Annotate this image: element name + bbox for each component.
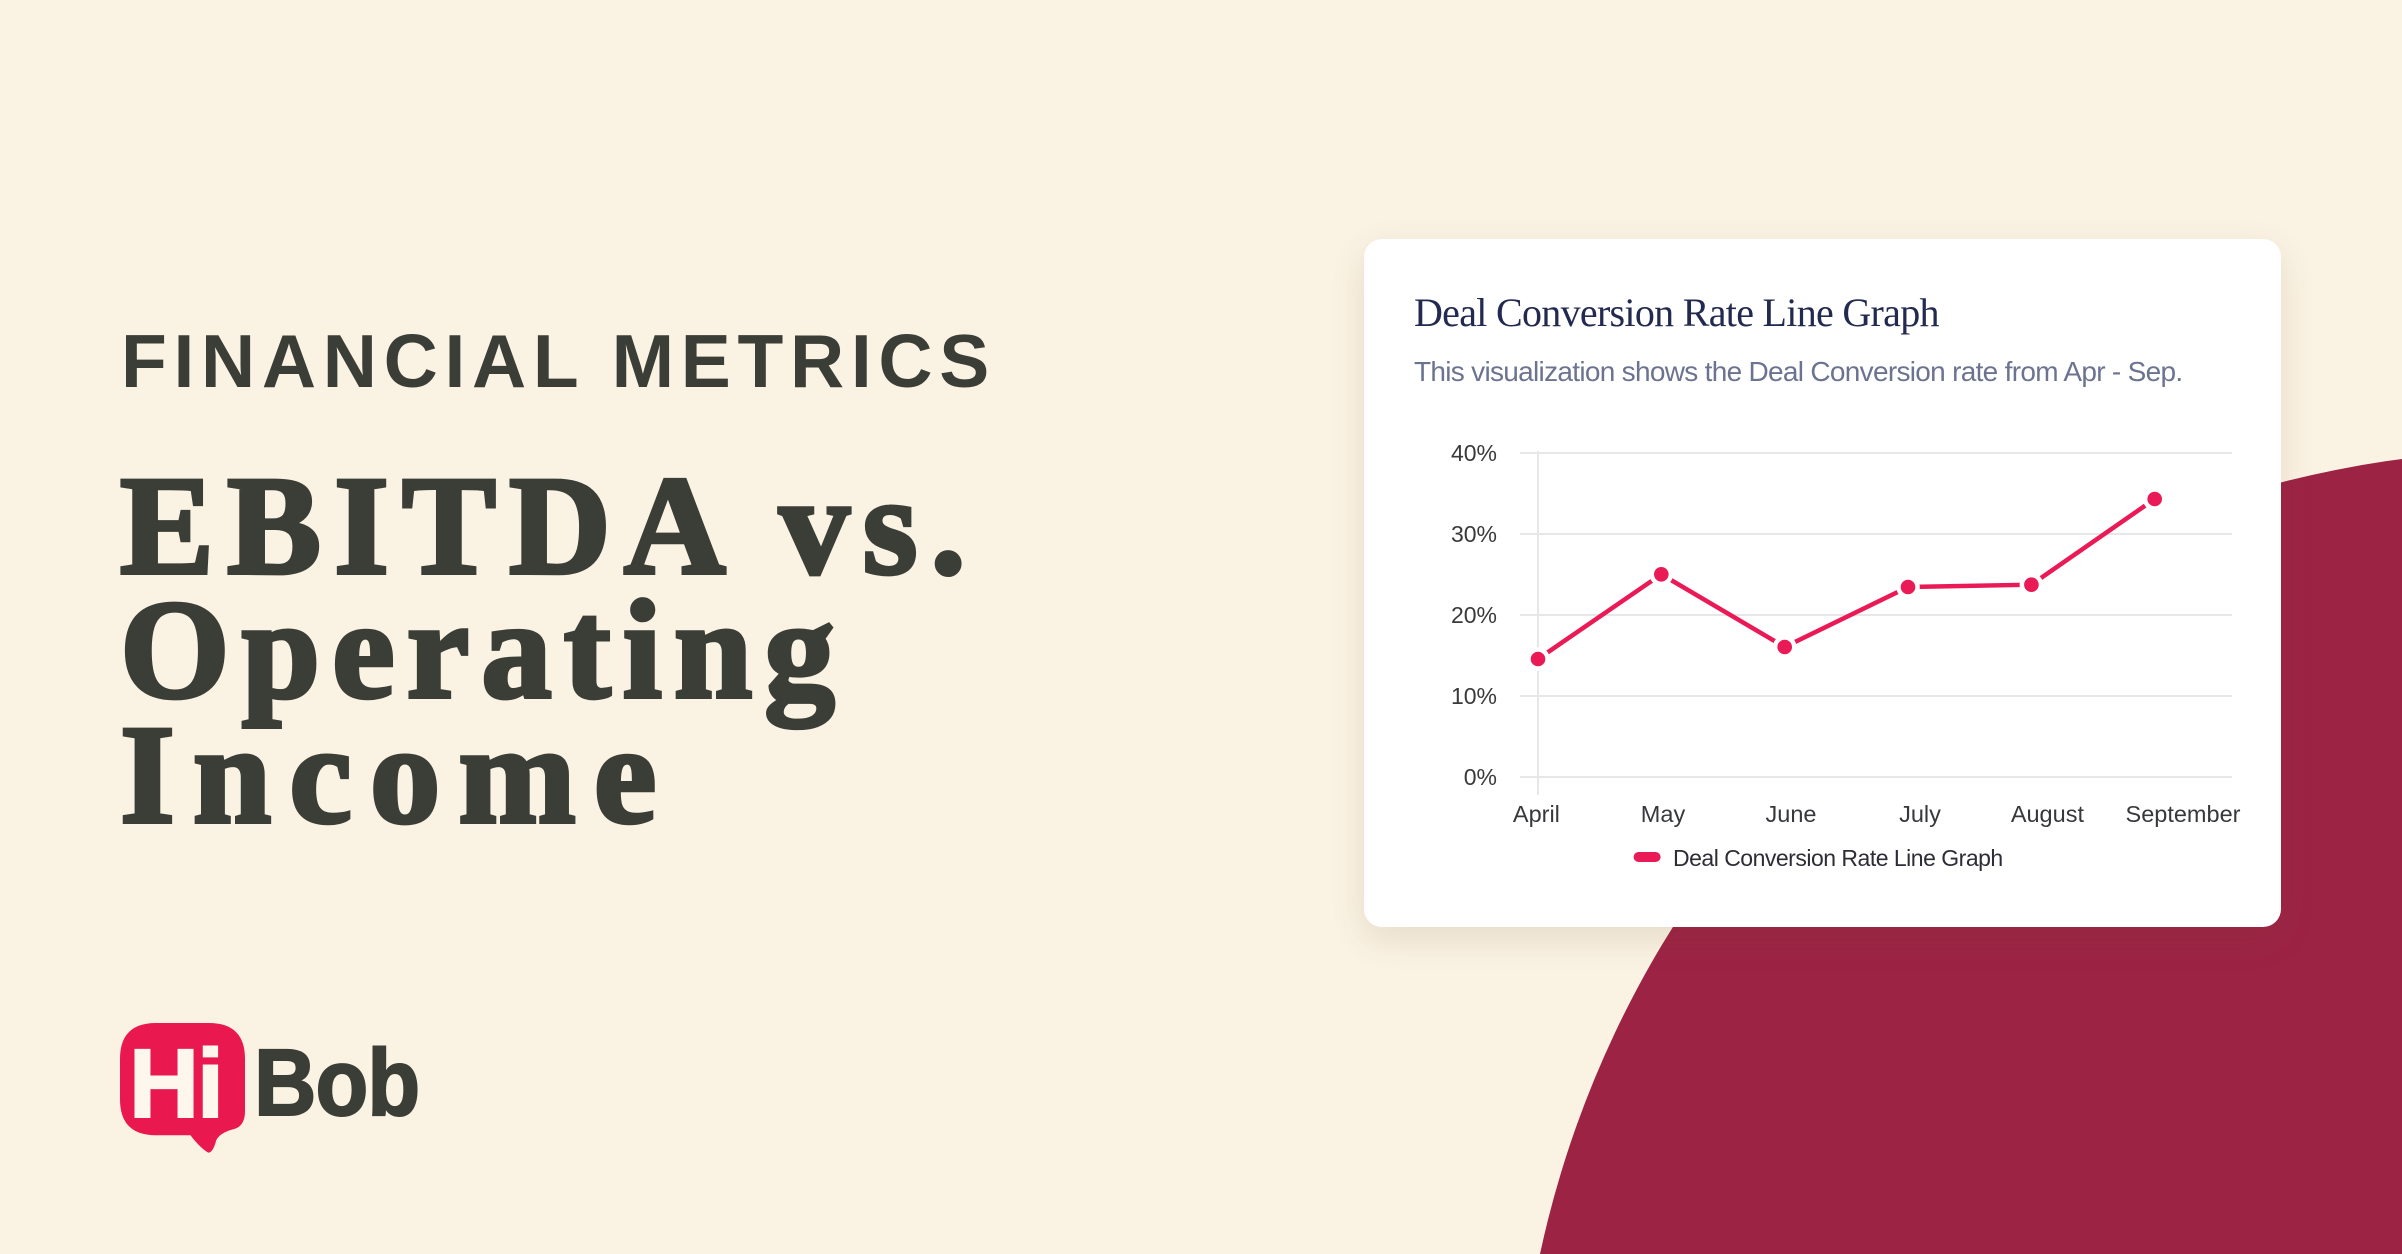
svg-text:July: July (1899, 801, 1941, 827)
svg-text:April: April (1513, 801, 1560, 827)
svg-text:Deal Conversion Rate Line Grap: Deal Conversion Rate Line Graph (1673, 845, 2003, 871)
svg-text:August: August (2011, 801, 2085, 827)
svg-text:Bob: Bob (254, 1030, 419, 1136)
svg-text:September: September (2126, 801, 2241, 827)
svg-text:30%: 30% (1451, 521, 1497, 547)
svg-text:June: June (1766, 801, 1817, 827)
svg-text:0%: 0% (1464, 764, 1497, 790)
svg-text:10%: 10% (1451, 683, 1497, 709)
svg-text:May: May (1641, 801, 1686, 827)
svg-text:20%: 20% (1451, 602, 1497, 628)
svg-text:Hi: Hi (129, 1029, 222, 1138)
svg-text:40%: 40% (1451, 440, 1497, 466)
